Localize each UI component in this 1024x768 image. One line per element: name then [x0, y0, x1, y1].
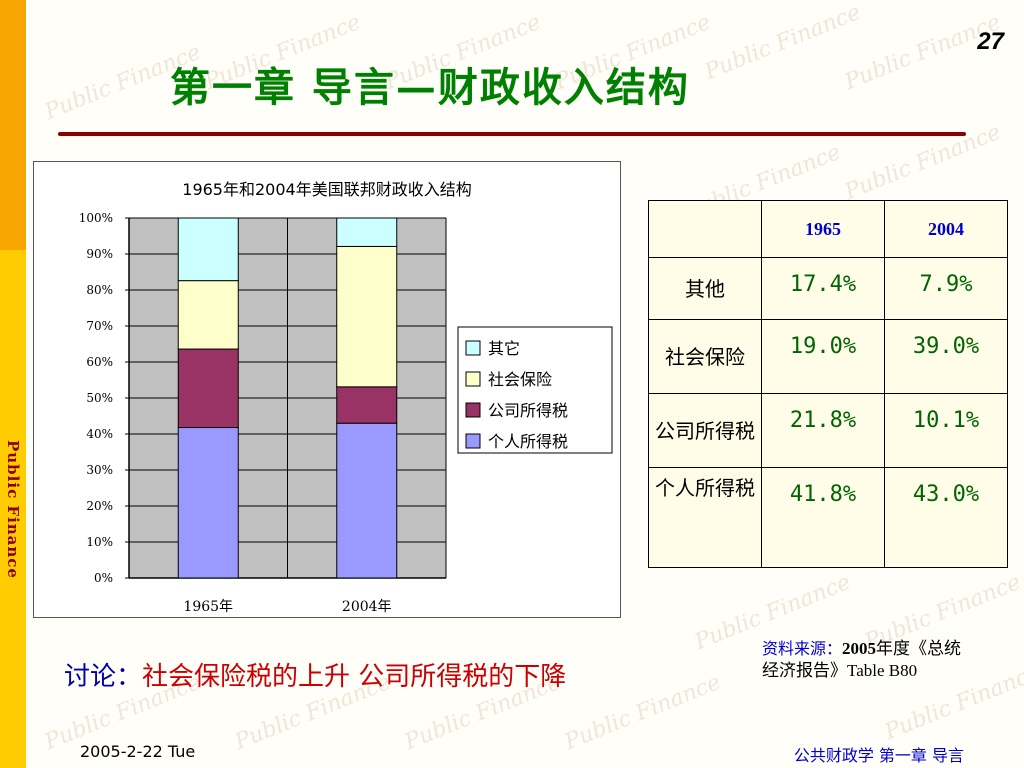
page-title: 第一章 导言—财政收入结构 [170, 64, 690, 111]
chart-title: 1965年和2004年美国联邦财政收入结构 [182, 180, 471, 199]
table-row: 个人所得税 41.8% 43.0% [648, 467, 1008, 568]
legend-label: 个人所得税 [488, 432, 568, 451]
legend-swatch [465, 433, 481, 449]
table-row: 其他 17.4% 7.9% [648, 257, 1008, 320]
source-text: 年度《总统经济报告》Table B80 [762, 639, 962, 680]
y-tick-label: 70% [86, 319, 113, 333]
table-cell-1965: 41.8% [761, 467, 885, 568]
y-tick-label: 10% [86, 535, 113, 549]
y-tick-label: 50% [86, 391, 113, 405]
bar-segment [177, 217, 239, 282]
table-row-label: 个人所得税 [648, 467, 762, 568]
bar-segment [177, 427, 239, 579]
bar-segment [177, 280, 239, 350]
bar-segment [336, 386, 398, 424]
y-tick-label: 60% [86, 355, 113, 369]
side-label-text: Public Finance [4, 439, 22, 579]
table-row-label: 其他 [648, 257, 762, 320]
legend-label: 其它 [488, 339, 520, 358]
table-cell-2004: 39.0% [884, 319, 1008, 394]
source-year: 2005 [842, 639, 877, 658]
table-header-2004: 2004 [884, 200, 1008, 258]
bar-segment [336, 217, 398, 247]
title-rule [58, 132, 966, 136]
table-cell-1965: 21.8% [761, 393, 885, 468]
table-cell-2004: 7.9% [884, 257, 1008, 320]
y-tick-label: 0% [94, 571, 113, 585]
table-cell-2004: 10.1% [884, 393, 1008, 468]
side-label: Public Finance [0, 250, 26, 768]
bar-segment [336, 422, 398, 579]
table-header-row: 1965 2004 [648, 200, 1008, 258]
legend-swatch [465, 402, 481, 418]
y-tick-label: 40% [86, 427, 113, 441]
legend-swatch [465, 340, 481, 356]
bar-segment [336, 245, 398, 388]
y-tick-label: 30% [86, 463, 113, 477]
x-tick-label: 1965年 [183, 599, 233, 615]
table-row-label: 公司所得税 [648, 393, 762, 468]
data-table: 1965 2004 其他 17.4% 7.9% 社会保险 19.0% 39.0%… [648, 200, 1008, 568]
side-bar-yellow [0, 250, 26, 768]
table-header-1965: 1965 [761, 200, 885, 258]
bar-segment [177, 348, 239, 429]
y-tick-label: 100% [79, 211, 113, 225]
source-label: 资料来源： [762, 639, 843, 658]
legend-box [457, 326, 613, 454]
footer-course: 公共财政学 第一章 导言 [793, 746, 964, 765]
legend-swatch [465, 371, 481, 387]
discussion-text: 社会保险税的上升 公司所得税的下降 [142, 662, 567, 692]
discussion: 讨论：社会保险税的上升 公司所得税的下降 [64, 656, 566, 693]
page-number: 27 [977, 28, 1004, 55]
x-tick-label: 2004年 [342, 599, 392, 615]
table-cell-1965: 17.4% [761, 257, 885, 320]
watermark: Public Finance [561, 669, 725, 756]
chart-frame: 1965年和2004年美国联邦财政收入结构 0% 10% 20% 30% 40% 50% 60… [33, 161, 621, 618]
watermark: Public Finance [701, 0, 865, 86]
legend-label: 公司所得税 [488, 401, 568, 420]
table-row: 公司所得税 21.8% 10.1% [648, 393, 1008, 468]
discussion-label: 讨论： [64, 662, 143, 692]
footer-date: 2005-2-22 Tue [80, 742, 196, 761]
source-note: 资料来源：2005年度《总统经济报告》Table B80 [762, 638, 972, 682]
y-tick-label: 80% [86, 283, 113, 297]
table-row: 社会保险 19.0% 39.0% [648, 319, 1008, 394]
stacked-bar-chart: 1965年和2004年美国联邦财政收入结构 0% 10% 20% 30% 40% 50% 60… [79, 180, 613, 615]
legend-label: 社会保险 [488, 370, 552, 389]
y-tick-label: 90% [86, 247, 113, 261]
table-cell-2004: 43.0% [884, 467, 1008, 568]
y-tick-label: 20% [86, 499, 113, 513]
table-row-label: 社会保险 [648, 319, 762, 394]
table-cell-1965: 19.0% [761, 319, 885, 394]
table-header-empty [648, 200, 762, 258]
side-bar-orange [0, 0, 26, 250]
